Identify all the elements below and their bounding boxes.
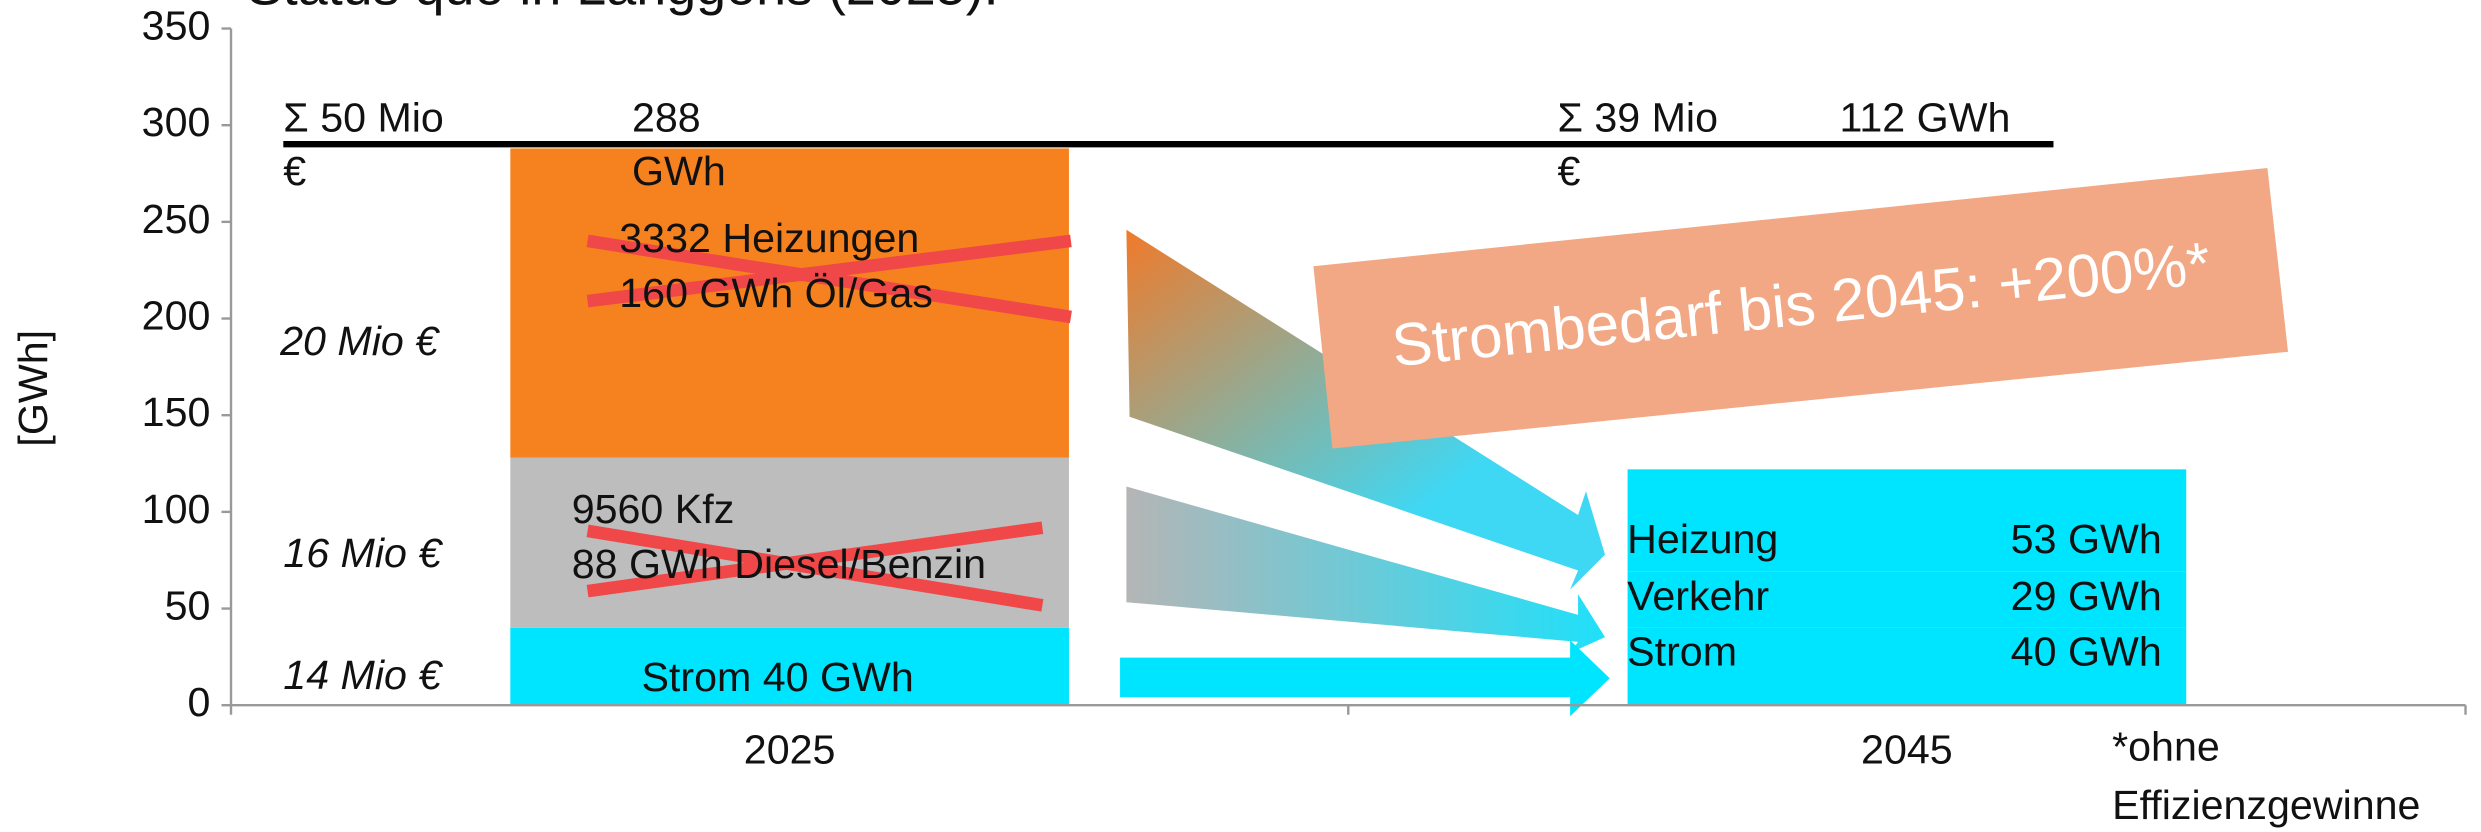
annotation: 14 Mio € (283, 652, 443, 698)
annotation: 288 (632, 94, 701, 140)
x-tick-label: 2025 (744, 727, 836, 773)
y-tick-label: 300 (142, 99, 211, 145)
y-tick-label: 150 (142, 389, 211, 435)
bar-segment (1627, 469, 2187, 572)
annotation: Heizung (1627, 516, 1778, 562)
y-tick-label: 50 (165, 582, 211, 628)
annotation: Verkehr (1627, 573, 1769, 619)
annotation: 29 GWh (2011, 573, 2162, 619)
y-tick-label: 200 (142, 292, 211, 338)
annotation: Σ 39 Mio (1557, 94, 1718, 140)
bar-segment (1627, 627, 2187, 706)
annotation: GWh (632, 148, 726, 194)
arrow (1126, 486, 1605, 653)
annotation: 40 GWh (2011, 628, 2162, 674)
annotation: Σ 50 Mio (283, 94, 444, 140)
annotation: *ohne (2112, 723, 2220, 769)
annotation: 16 Mio € (283, 530, 443, 576)
annotation: 3332 Heizungen (619, 215, 919, 261)
annotation: 88 GWh Diesel/Benzin (572, 541, 986, 587)
y-tick-label: 0 (187, 679, 210, 725)
bar-segment (1627, 571, 2187, 628)
annotation: € (283, 148, 306, 194)
chart-title: Status quo in Langgöns (2025): (247, 0, 999, 17)
annotation: 160 GWh Öl/Gas (619, 270, 933, 316)
bar-segment (510, 627, 1069, 706)
cross (586, 521, 1044, 598)
annotation: € (1557, 148, 1580, 194)
annotation: Strom 40 GWh (641, 654, 913, 700)
crosses (586, 234, 1072, 612)
annotation: 9560 Kfz (572, 486, 735, 532)
y-tick-label: 100 (142, 486, 211, 532)
cross (586, 234, 1072, 308)
annotation: Strom (1627, 628, 1737, 674)
x-tick-label: 2045 (1861, 727, 1953, 773)
annotation: 53 GWh (2011, 516, 2162, 562)
annotation: 112 GWh (1840, 94, 2011, 140)
annotation: Effizienzgewinne (2112, 782, 2420, 828)
annotation: 20 Mio € (279, 318, 440, 364)
cross (586, 234, 1072, 324)
cross (586, 524, 1044, 612)
arrow (1120, 640, 1610, 717)
y-tick-label: 250 (142, 196, 211, 242)
banner (1313, 167, 2289, 449)
y-axis-label: [GWh] (10, 330, 56, 447)
y-tick-label: 350 (142, 2, 211, 48)
